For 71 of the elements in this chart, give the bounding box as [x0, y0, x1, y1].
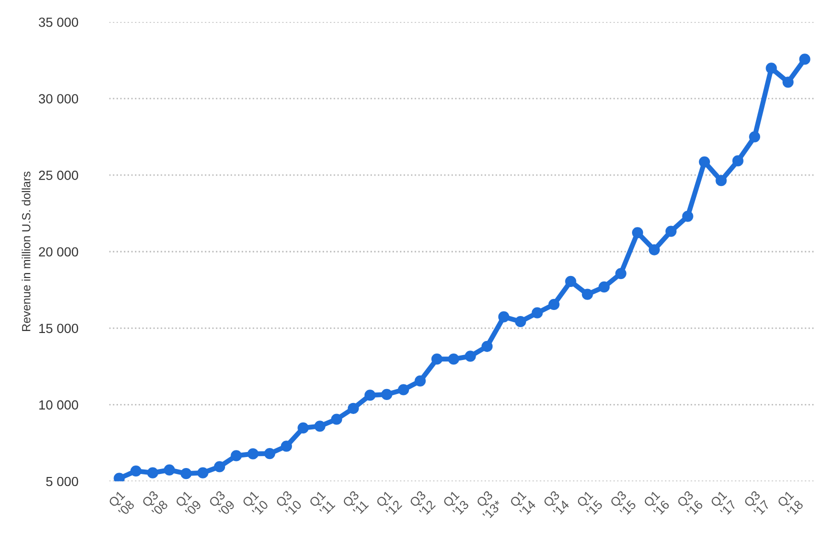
- point: [464, 350, 476, 362]
- point: [498, 311, 510, 322]
- point: [214, 461, 226, 472]
- point: [164, 464, 175, 476]
- x-tick-label: Q1 '13: [442, 490, 470, 517]
- point: [582, 288, 593, 300]
- point: [698, 156, 710, 168]
- x-tick-label: Q3 '13*: [476, 490, 503, 520]
- point: [280, 440, 292, 452]
- point: [482, 340, 493, 352]
- point: [331, 414, 342, 425]
- point: [431, 354, 442, 365]
- point: [414, 375, 426, 387]
- y-axis-title: Revenue in million U.S. dollars: [22, 172, 30, 332]
- x-tick-label: Q1 '08: [108, 490, 135, 517]
- point: [398, 384, 410, 396]
- x-tick-label: Q1 '10: [242, 490, 269, 517]
- point: [230, 450, 242, 462]
- point: [514, 316, 526, 328]
- point: [565, 276, 576, 288]
- x-tick-label: Q1 '09: [174, 490, 202, 517]
- point: [648, 244, 660, 256]
- x-tick-label: Q1 '18: [776, 490, 804, 517]
- x-tick-label: Q3 '11: [342, 490, 369, 516]
- y-tick-label: 5 000: [46, 476, 78, 486]
- x-tick-label: Q3 '08: [142, 490, 168, 517]
- point: [130, 465, 142, 477]
- point: [314, 420, 326, 432]
- point: [632, 227, 644, 238]
- x-tick-label: Q3 '16: [676, 490, 704, 517]
- point: [264, 448, 276, 460]
- point: [782, 76, 794, 88]
- x-tick-label: Q1 '14: [509, 490, 536, 517]
- x-tick-label: Q3 '09: [208, 490, 236, 517]
- point: [799, 54, 810, 65]
- point: [749, 131, 760, 142]
- y-tick-label: 30 000: [38, 94, 78, 104]
- y-tick-label: 10 000: [39, 400, 78, 410]
- point: [448, 354, 460, 365]
- point: [147, 467, 158, 478]
- y-tick-label: 15 000: [39, 324, 78, 334]
- point: [247, 448, 259, 460]
- x-tick-label: Q1 '15: [576, 490, 604, 517]
- point: [298, 422, 309, 434]
- x-tick-label: Q1 '17: [710, 490, 737, 517]
- point: [348, 402, 359, 414]
- point: [180, 468, 192, 480]
- point: [197, 467, 208, 478]
- x-tick-label: Q1 '16: [643, 490, 670, 517]
- x-tick-label: Q1 '12: [376, 490, 402, 517]
- y-tick-label: 35 000: [38, 18, 78, 27]
- x-tick-label: Q3 '12: [409, 490, 436, 517]
- point: [114, 472, 125, 482]
- point: [598, 281, 610, 293]
- y-tick-label: 25 000: [38, 170, 78, 180]
- point: [716, 175, 727, 186]
- point: [364, 390, 376, 401]
- point: [532, 307, 543, 318]
- x-tick-label: Q3 '10: [275, 490, 302, 517]
- point: [732, 155, 744, 166]
- x-tick-label: Q3 '14: [542, 490, 570, 517]
- point: [766, 62, 777, 74]
- y-tick-label: 20 000: [38, 247, 78, 257]
- x-tick-label: Q3 '17: [743, 490, 770, 517]
- point: [381, 388, 392, 400]
- x-tick-label: Q1 '11: [308, 490, 336, 516]
- point: [548, 298, 560, 310]
- x-tick-label: Q3 '15: [610, 490, 636, 517]
- point: [665, 226, 677, 237]
- point: [615, 268, 626, 280]
- point: [682, 210, 694, 222]
